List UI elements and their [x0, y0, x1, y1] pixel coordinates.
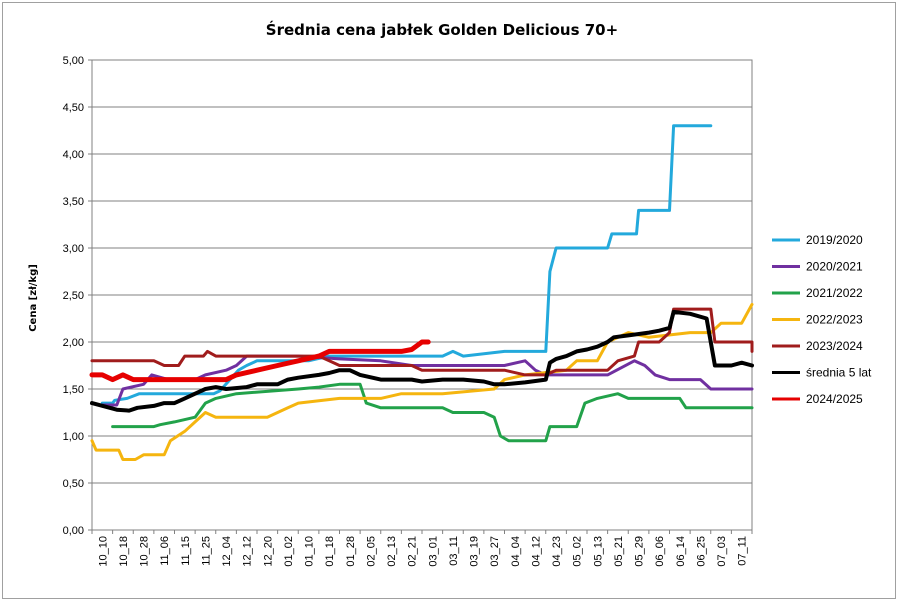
legend-label: 2023/2024 — [806, 339, 863, 353]
y-tick-label: 0,00 — [63, 525, 84, 537]
y-axis-ticks: 0,00 0,50 1,00 1,50 2,00 2,50 3,00 3,50 4,00 4,50… — [63, 55, 84, 537]
legend-label: średnia 5 lat — [806, 366, 872, 380]
x-tick-label: 03_11 — [448, 536, 460, 566]
legend: 2019/2020 2020/2021 2021/2022 2022/2023 2023… — [772, 233, 872, 406]
series-line-5 — [90, 309, 754, 413]
x-tick-label: 01_28 — [345, 536, 357, 567]
y-tick-label: 5,00 — [63, 55, 84, 67]
x-tick-label: 03_19 — [469, 536, 481, 567]
x-tick-label: 05_13 — [592, 536, 604, 567]
x-tick-label: 03_01 — [427, 536, 439, 567]
x-tick-label: 01_18 — [324, 536, 336, 567]
x-tick-label: 11_25 — [200, 536, 212, 566]
legend-label: 2020/2021 — [806, 260, 863, 274]
x-axis-ticks: 10_10 10_18 10_28 11_06 11_15 11_25 12_04 12_12… — [97, 536, 748, 567]
x-tick-label: 10_10 — [97, 536, 109, 567]
x-tick-label: 02_21 — [407, 536, 419, 567]
x-tick-label: 03_27 — [489, 536, 501, 567]
x-tick-label: 07_03 — [716, 536, 728, 567]
series-line-4 — [90, 307, 754, 377]
series-line-3 — [90, 302, 754, 461]
legend-label: 2021/2022 — [806, 286, 863, 300]
x-tick-label: 02_05 — [365, 536, 377, 567]
x-tick-label: 10_28 — [139, 536, 151, 567]
y-tick-label: 1,00 — [63, 431, 84, 443]
x-tick-label: 12_12 — [242, 536, 254, 567]
y-axis-label: Cena [zł/kg] — [28, 264, 39, 332]
x-tick-label: 02_13 — [386, 536, 398, 567]
x-tick-label: 05_29 — [634, 536, 646, 567]
x-tick-label: 04_12 — [530, 536, 542, 567]
x-tick-label: 04_23 — [551, 536, 563, 567]
x-tick-label: 11_06 — [159, 536, 171, 566]
y-tick-label: 0,50 — [63, 478, 84, 490]
series-line-0 — [100, 124, 713, 405]
legend-label: 2024/2025 — [806, 392, 863, 406]
y-tick-label: 1,50 — [63, 384, 84, 396]
x-tick-label: 11_15 — [180, 536, 192, 566]
y-tick-label: 2,00 — [63, 337, 84, 349]
y-tick-label: 3,00 — [63, 243, 84, 255]
x-tick-label: 07_11 — [737, 536, 749, 566]
x-tick-label: 12_20 — [262, 536, 274, 567]
series-line-1 — [100, 354, 754, 407]
x-tick-label: 01_10 — [304, 536, 316, 567]
x-tick-label: 12_04 — [221, 536, 233, 567]
y-tick-label: 4,50 — [63, 102, 84, 114]
x-tick-label: 05_21 — [613, 536, 625, 567]
chart-title: Średnia cena jabłek Golden Delicious 70+ — [266, 20, 618, 39]
gridlines — [88, 59, 753, 534]
legend-label: 2019/2020 — [806, 233, 863, 247]
y-tick-label: 2,50 — [63, 290, 84, 302]
x-tick-label: 05_02 — [572, 536, 584, 567]
series-line-6 — [89, 339, 431, 383]
series-line-2 — [111, 382, 754, 443]
y-tick-label: 4,00 — [63, 149, 84, 161]
x-tick-label: 04_04 — [510, 536, 522, 567]
x-tick-label: 10_18 — [118, 536, 130, 567]
x-tick-label: 06_06 — [654, 536, 666, 567]
x-tick-label: 06_25 — [695, 536, 707, 567]
series-lines — [89, 124, 754, 461]
x-tick-label: 06_14 — [675, 536, 687, 567]
y-tick-label: 3,50 — [63, 196, 84, 208]
legend-label: 2022/2023 — [806, 313, 863, 327]
x-tick-label: 01_02 — [283, 536, 295, 567]
